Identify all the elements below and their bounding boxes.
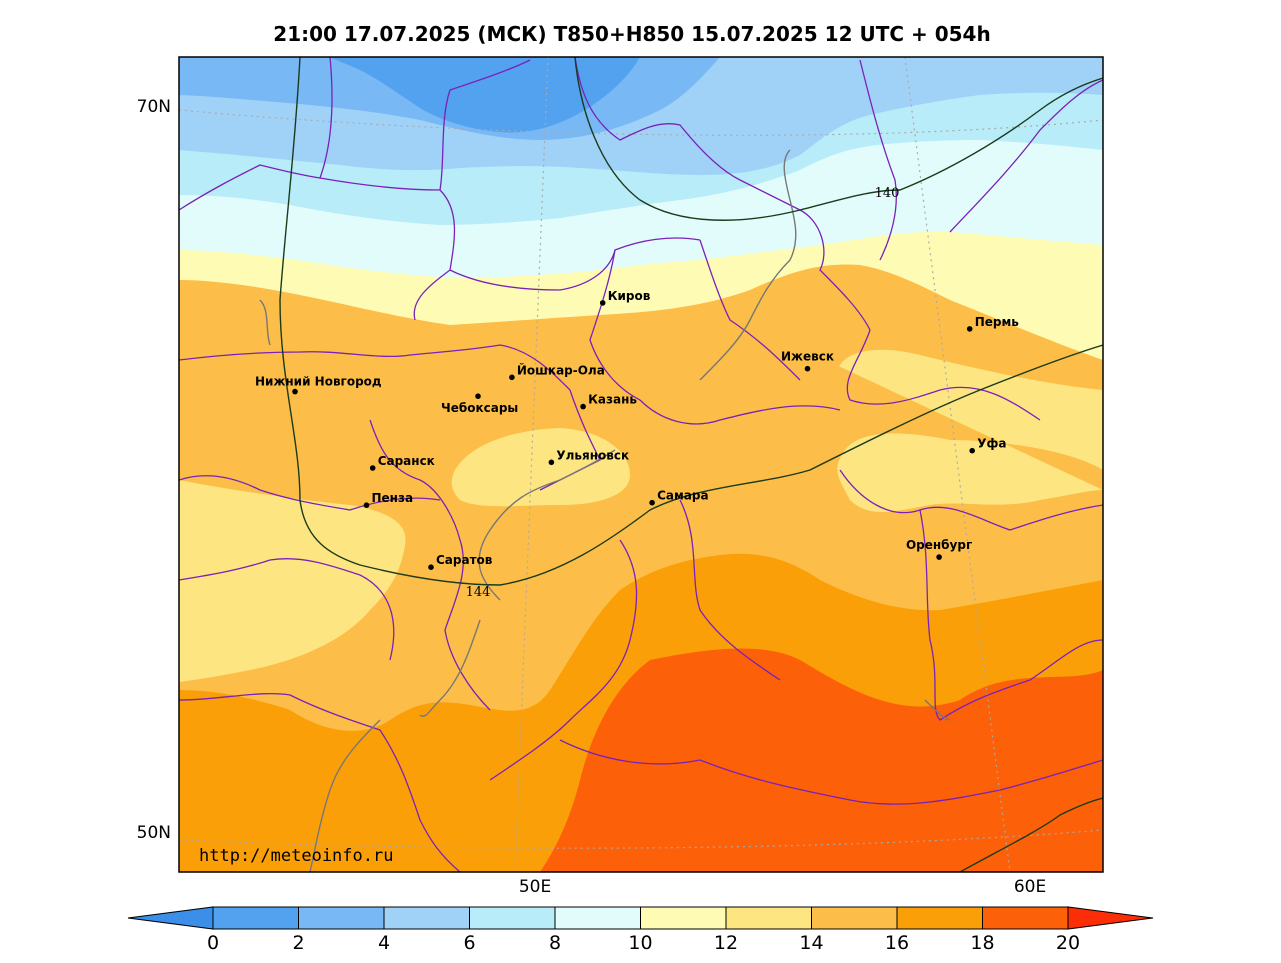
colorbar-box (896, 906, 983, 930)
colorbar-box (212, 906, 299, 930)
source-watermark: http://meteoinfo.ru (199, 846, 393, 866)
city-label: Чебоксары (441, 401, 518, 415)
city-label: Ульяновск (556, 448, 629, 462)
contour-label-140: 140 (875, 186, 900, 201)
city-label: Пермь (975, 315, 1020, 329)
city-dot (363, 502, 370, 509)
band-0-2 (330, 57, 640, 133)
map-title: 21:00 17.07.2025 (МСК) T850+H850 15.07.2… (273, 22, 991, 46)
graticule (179, 57, 1103, 872)
city-label: Ижевск (781, 350, 834, 364)
colorbar-tick-label: 4 (378, 932, 390, 954)
lon-label-50e: 50E (519, 877, 551, 897)
colorbar-tick-label: 10 (628, 932, 652, 954)
colorbar-box (725, 906, 812, 930)
city-label: Пенза (372, 491, 414, 505)
lat-label-50n: 50N (137, 823, 171, 843)
colorbar-box (469, 906, 556, 930)
colorbar-tick-label: 2 (292, 932, 304, 954)
city-dot (599, 300, 606, 306)
city-dot (966, 326, 973, 332)
city-dot (649, 499, 655, 506)
city-label: Нижний Новгород (255, 375, 382, 389)
city-label: Оренбург (906, 538, 972, 552)
colorbar-box (982, 906, 1069, 930)
colorbar-tick-label: 20 (1056, 932, 1080, 954)
city-dot (804, 365, 811, 372)
band-12-14-south (179, 480, 406, 682)
colorbar-under-arrow (127, 906, 214, 930)
colorbar-tick-label: 12 (714, 932, 738, 954)
colorbar-over-arrow (1067, 906, 1154, 930)
city-label: Йошкар-Ола (517, 362, 605, 377)
city-markers: Киров Пермь Нижний Новгород Йошкар-Ола Ижевс… (255, 289, 1019, 570)
colorbar-tick-label: 16 (885, 932, 909, 954)
lon-label-60e: 60E (1014, 877, 1046, 897)
city-label: Самара (657, 489, 709, 503)
city-dot (580, 403, 586, 410)
city-dot (292, 388, 298, 395)
city-label: Уфа (977, 437, 1006, 451)
colorbar-tick-label: 6 (463, 932, 475, 954)
rivers (259, 149, 951, 872)
geopotential-contours (279, 57, 1103, 872)
city-dot (936, 554, 942, 560)
city-label: Саранск (378, 454, 435, 468)
colorbar-box (640, 906, 727, 930)
city-dot (475, 393, 481, 400)
contour-label-144: 144 (466, 585, 491, 600)
city-label: Саратов (436, 553, 493, 567)
colorbar-tick-label: 18 (970, 932, 994, 954)
city-dot (548, 459, 555, 466)
colorbar: 0 2 4 6 8 10 12 14 16 18 20 (127, 906, 1154, 954)
colorbar-box (383, 906, 470, 930)
colorbar-box (811, 906, 898, 930)
colorbar-box (298, 906, 385, 930)
colorbar-box (554, 906, 641, 930)
map-frame (178, 56, 1104, 873)
colorbar-tick-label: 0 (207, 932, 219, 954)
region-boundaries (179, 57, 1103, 872)
band-12-14-kazan (451, 428, 630, 507)
city-label: Казань (588, 393, 637, 407)
city-dot (969, 447, 975, 454)
colorbar-tick-label: 14 (799, 932, 823, 954)
lat-label-70n: 70N (137, 97, 171, 117)
temperature-field (179, 57, 1103, 872)
colorbar-tick-label: 8 (549, 932, 561, 954)
city-label: Киров (608, 289, 651, 303)
city-dot (509, 374, 515, 381)
city-dot (369, 465, 376, 471)
city-dot (428, 564, 434, 570)
